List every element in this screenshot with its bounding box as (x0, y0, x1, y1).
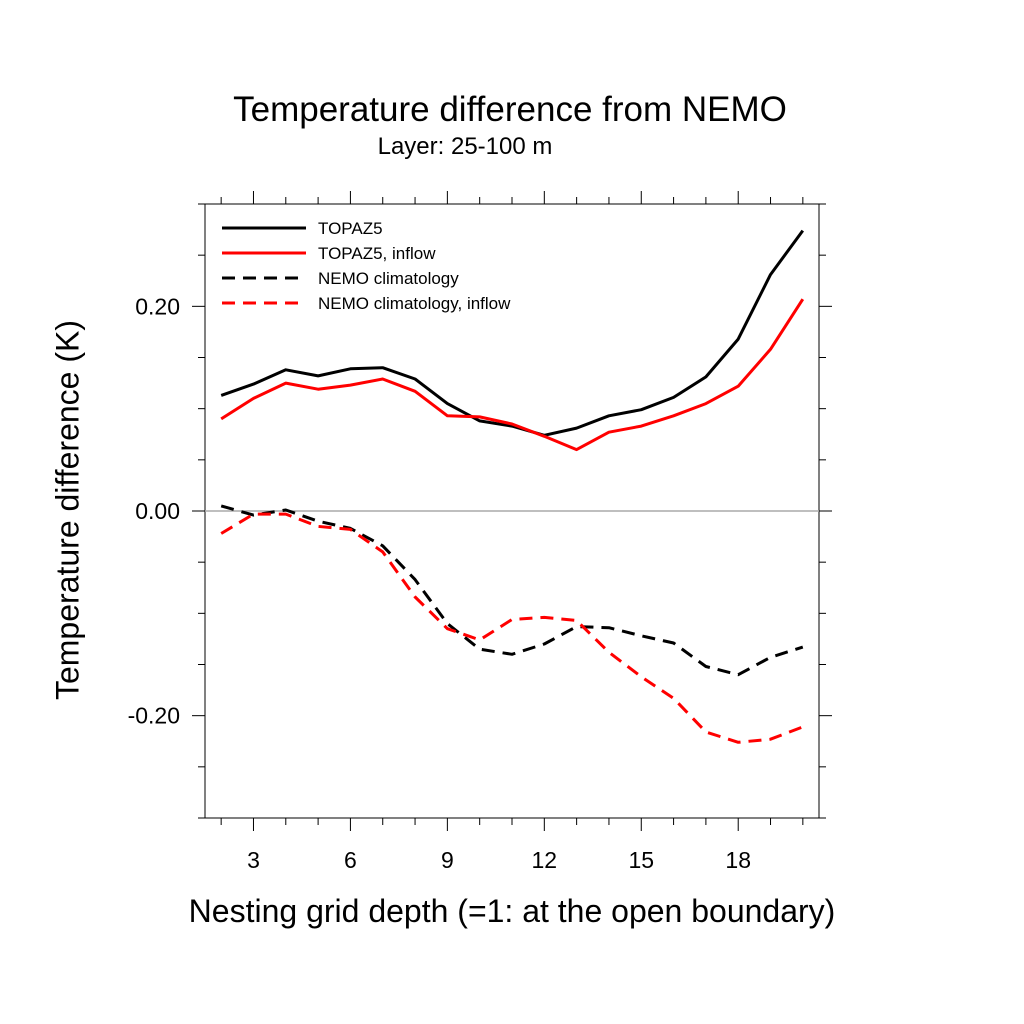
x-tick-label: 3 (247, 847, 260, 873)
x-axis-label: Nesting grid depth (=1: at the open boun… (188, 893, 836, 929)
series-line (220, 512, 804, 744)
y-tick-label: 0.00 (135, 498, 180, 524)
x-tick-label: 15 (628, 847, 654, 873)
legend-label: TOPAZ5, inflow (318, 244, 436, 263)
x-tick-label: 9 (441, 847, 454, 873)
chart-title: Temperature difference from NEMO (233, 90, 787, 129)
series-line (220, 298, 805, 452)
legend-label: NEMO climatology, inflow (318, 294, 511, 313)
legend-label: NEMO climatology (318, 269, 459, 288)
x-tick-label: 6 (344, 847, 357, 873)
plot-series (220, 229, 805, 744)
chart-subtitle: Layer: 25-100 m (377, 133, 553, 160)
y-tick-label: -0.20 (128, 703, 180, 729)
x-tick-label: 12 (532, 847, 558, 873)
series-line (220, 504, 804, 677)
legend: TOPAZ5 TOPAZ5, inflow NEMO climatology NEMO… (222, 219, 511, 313)
y-tick-label: 0.20 (135, 293, 180, 319)
plot-axes: 3 6 9 12 15 18 0.20 0.00 -0.20 (128, 191, 832, 873)
legend-label: TOPAZ5 (318, 219, 383, 238)
y-axis-label: Temperature difference (K) (49, 319, 86, 701)
x-tick-label: 18 (725, 847, 751, 873)
series-line (220, 229, 805, 437)
